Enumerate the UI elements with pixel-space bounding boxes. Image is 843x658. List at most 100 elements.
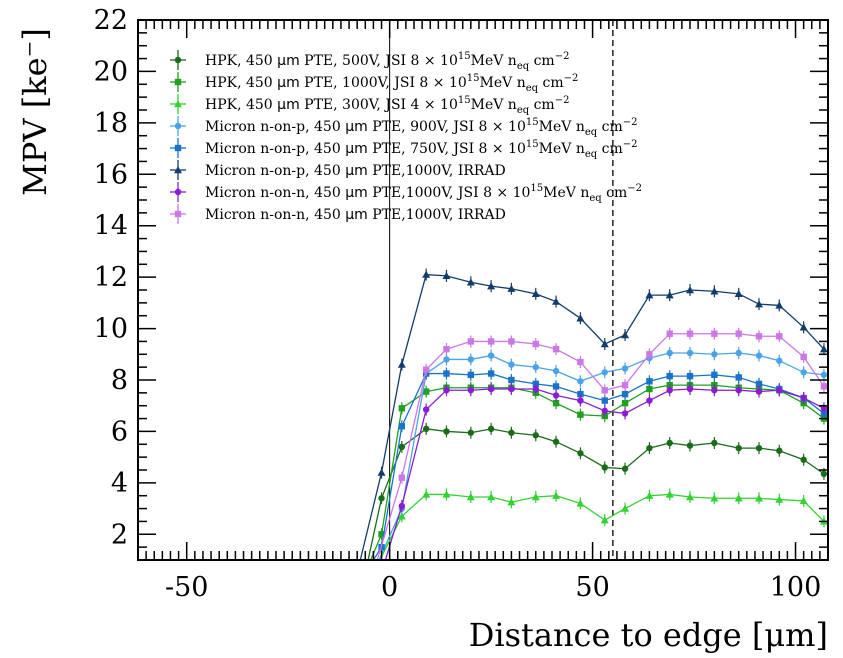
data-point: [577, 411, 584, 418]
y-tick-label: 4: [111, 468, 128, 499]
legend-text-part: Micron n-on-p, 450: [205, 163, 345, 179]
data-point: [378, 495, 385, 502]
legend-text-part: Micron n-on-p, 450: [205, 141, 345, 157]
legend-superscript: −2: [623, 117, 638, 128]
legend-text-part: MeV n: [480, 75, 526, 91]
series-line: [370, 384, 825, 560]
data-point: [508, 338, 515, 345]
y-tick-label: 10: [94, 314, 128, 345]
data-point: [666, 330, 673, 337]
legend-superscript: −2: [623, 139, 638, 150]
legend-item: HPK, 450 μm PTE, 300V, JSI 4 × 1015MeV n…: [170, 94, 569, 116]
series-3: [379, 488, 828, 560]
data-point: [820, 371, 828, 379]
data-point: [531, 493, 540, 501]
data-point: [799, 323, 808, 331]
legend-superscript: 15: [530, 183, 543, 194]
data-point: [422, 425, 430, 433]
data-point: [397, 512, 406, 520]
data-point: [711, 387, 718, 394]
data-point: [487, 352, 495, 359]
legend-item: HPK, 450 μm PTE, 1000V, JSI 8 × 1015MeV …: [170, 72, 578, 94]
data-point: [174, 210, 182, 218]
data-point: [735, 444, 742, 452]
data-point: [508, 385, 515, 393]
legend-text-part: cm: [597, 119, 623, 135]
legend-label: Micron n-on-p, 450 μm PTE,1000V, IRRAD: [205, 163, 506, 179]
data-point: [576, 499, 585, 507]
data-point: [552, 438, 560, 445]
data-point: [666, 349, 673, 357]
legend-subscript: eq: [526, 83, 539, 94]
legend-text-part: PTE,1000V, IRRAD: [368, 163, 506, 179]
legend-text-part: MeV n: [539, 141, 585, 157]
legend-text-part: μm: [277, 97, 300, 113]
data-point: [686, 372, 694, 380]
data-point: [532, 385, 539, 393]
data-point: [686, 349, 694, 357]
data-point: [775, 495, 784, 503]
legend-text-part: MeV n: [471, 53, 517, 69]
data-point: [646, 385, 653, 393]
legend-text-part: HPK, 450: [205, 75, 277, 91]
data-point: [443, 345, 450, 353]
reference-lines: [389, 20, 614, 560]
data-point: [665, 490, 674, 498]
data-point: [508, 361, 515, 368]
legend-superscript: −2: [564, 73, 579, 84]
data-point: [398, 502, 406, 510]
data-point: [442, 490, 451, 498]
legend-superscript: 15: [458, 95, 471, 106]
data-point: [508, 429, 515, 436]
data-point: [467, 371, 475, 379]
data-point: [362, 570, 368, 576]
data-point: [422, 490, 431, 498]
data-point: [552, 383, 560, 390]
y-axis-title: MPV [ke⁻]: [16, 28, 54, 196]
data-point: [621, 381, 629, 389]
legend-item: HPK, 450 μm PTE, 500V, JSI 8 × 1015MeV n…: [170, 50, 569, 72]
data-point: [600, 340, 609, 348]
data-point: [755, 333, 763, 340]
data-point: [174, 166, 182, 174]
data-point: [755, 380, 763, 388]
legend-text-part: cm: [529, 97, 555, 113]
data-point: [422, 366, 430, 373]
data-point: [646, 351, 653, 358]
data-point: [576, 314, 585, 322]
data-point: [443, 356, 450, 363]
legend-label: Micron n-on-p, 450 μm PTE, 900V, JSI 8 ×…: [205, 117, 638, 138]
data-point: [362, 570, 368, 576]
data-point: [487, 385, 495, 393]
data-point: [621, 331, 630, 339]
data-point: [711, 371, 718, 379]
legend-text-part: μm: [345, 207, 368, 223]
legend-text-part: μm: [277, 53, 300, 69]
data-point: [800, 369, 807, 376]
data-point: [686, 286, 694, 294]
legend-item: Micron n-on-p, 450 μm PTE, 900V, JSI 8 ×…: [170, 116, 638, 138]
data-point: [601, 397, 608, 404]
data-point: [776, 333, 783, 340]
data-point: [422, 388, 430, 395]
legend-text-part: cm: [602, 185, 628, 201]
legend-label: Micron n-on-n, 450 μm PTE,1000V, IRRAD: [205, 207, 506, 223]
legend-superscript: 15: [526, 139, 539, 150]
legend-subscript: eq: [585, 149, 598, 160]
legend-text-part: μm: [277, 75, 300, 91]
legend-item: Micron n-on-n, 450 μm PTE,1000V, IRRAD: [170, 204, 506, 224]
series-line: [376, 333, 825, 560]
data-point: [487, 493, 496, 501]
data-point: [174, 144, 182, 152]
legend-text-part: cm: [538, 75, 564, 91]
data-point: [621, 504, 630, 512]
legend-item: Micron n-on-n, 450 μm PTE,1000V, JSI 8 ×…: [170, 182, 642, 204]
data-point: [577, 358, 584, 366]
y-tick-label: 22: [94, 5, 128, 36]
x-axis-title: Distance to edge [μm]: [469, 616, 828, 654]
legend-superscript: −2: [627, 183, 642, 194]
data-point: [467, 429, 475, 436]
data-point: [487, 282, 496, 290]
data-point: [487, 425, 495, 433]
data-point: [552, 345, 560, 353]
